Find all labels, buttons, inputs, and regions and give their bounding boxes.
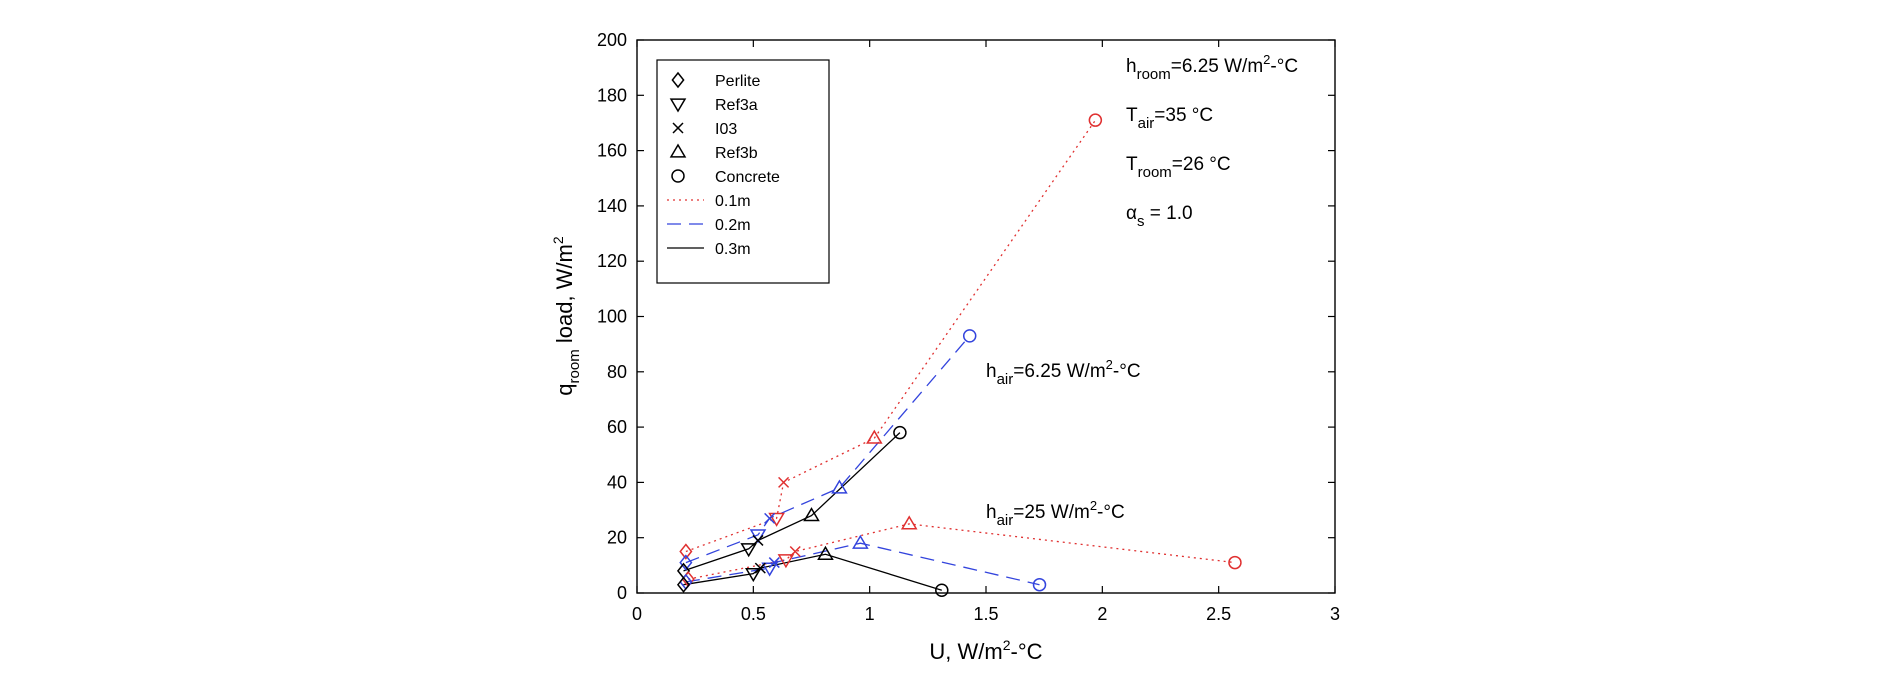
data-point-i03: [764, 512, 776, 524]
annotation-t-room: Troom=26 °C: [1126, 154, 1231, 181]
legend-label-01m: 0.1m: [715, 193, 751, 210]
legend-label-i03: I03: [715, 121, 737, 138]
x-tick-label: 2.5: [1206, 604, 1231, 624]
data-point-perlite: [679, 543, 693, 560]
x-tick-label: 1: [865, 604, 875, 624]
y-tick-label: 160: [597, 141, 627, 161]
annotations: hroom=6.25 W/m2-°C Tair=35 °C Troom=26 °…: [986, 52, 1298, 529]
legend-label-perlite: Perlite: [715, 73, 760, 90]
annotation-h-air-low: hair=6.25 W/m2-°C: [986, 357, 1141, 388]
legend-marker-ref3a: [669, 98, 687, 113]
data-point-ref3b: [900, 515, 918, 530]
data-point-i03: [778, 476, 790, 488]
data-point-ref3a: [761, 562, 778, 577]
x-tick-label: 2: [1097, 604, 1107, 624]
y-tick-label: 80: [607, 362, 627, 382]
legend-label-03m: 0.3m: [715, 241, 751, 258]
data-point-ref3b: [852, 534, 869, 549]
legend-label-02m: 0.2m: [715, 217, 751, 234]
annotation-h-room: hroom=6.25 W/m2-°C: [1126, 52, 1298, 83]
data-point-ref3a: [745, 567, 762, 583]
y-tick-label: 60: [607, 417, 627, 437]
y-tick-label: 40: [607, 472, 627, 492]
data-point-ref3b: [803, 507, 820, 522]
data-point-ref3a: [740, 543, 757, 558]
y-tick-label: 180: [597, 85, 627, 105]
x-axis-label: U, W/m2-°C: [929, 637, 1042, 664]
legend-marker-concrete: [671, 169, 685, 183]
legend-marker-i03: [672, 122, 684, 134]
data-point-i03: [752, 534, 764, 546]
x-tick-label: 0: [632, 604, 642, 624]
data-point-ref3a: [777, 554, 795, 569]
x-tick-label: 0.5: [741, 604, 766, 624]
legend-box: [656, 59, 830, 284]
x-axis: 0 0.5 1 1.5 2 2.5 3: [632, 40, 1340, 624]
annotation-alpha-s: αs = 1.0: [1126, 203, 1193, 230]
y-axis-label: qroom load, W/m2: [550, 236, 583, 396]
y-tick-label: 0: [617, 583, 627, 603]
annotation-t-air: Tair=35 °C: [1126, 105, 1213, 132]
data-point-ref3a: [768, 512, 785, 527]
data-point-concrete: [1088, 113, 1103, 127]
series-markers: [676, 113, 1242, 597]
y-tick-label: 120: [597, 251, 627, 271]
data-point-perlite: [676, 576, 691, 593]
annotation-h-air-high: hair=25 W/m2-°C: [986, 498, 1125, 529]
series-line-01m-h25: [688, 523, 1236, 580]
data-point-concrete: [1032, 577, 1047, 592]
x-tick-label: 3: [1330, 604, 1340, 624]
data-point-i03: [754, 562, 766, 574]
legend-marker-ref3b: [669, 143, 687, 158]
data-point-perlite: [679, 554, 693, 571]
x-tick-label: 1.5: [973, 604, 998, 624]
data-point-i03: [789, 545, 801, 558]
legend-label-ref3b: Ref3b: [715, 145, 758, 162]
y-tick-label: 140: [597, 196, 627, 216]
y-tick-label: 100: [597, 307, 627, 327]
legend-marker-perlite: [671, 71, 685, 89]
data-point-concrete: [962, 329, 977, 343]
legend-label-concrete: Concrete: [715, 169, 780, 186]
y-axis: 0 20 40 60 80 100 120 140 160 180 200: [597, 30, 1335, 603]
y-tick-label: 200: [597, 30, 627, 50]
y-tick-label: 20: [607, 528, 627, 548]
data-point-concrete: [1228, 555, 1242, 570]
data-point-concrete: [935, 583, 949, 597]
data-point-i03: [768, 557, 780, 569]
data-point-concrete: [893, 425, 907, 440]
legend-label-ref3a: Ref3a: [715, 97, 758, 114]
data-point-ref3b: [817, 545, 834, 560]
legend: Perlite Ref3a I03 Ref3b Concrete 0.1m 0.2m 0.3m: [656, 59, 830, 284]
data-point-ref3b: [831, 479, 848, 494]
data-point-ref3b: [866, 429, 883, 444]
